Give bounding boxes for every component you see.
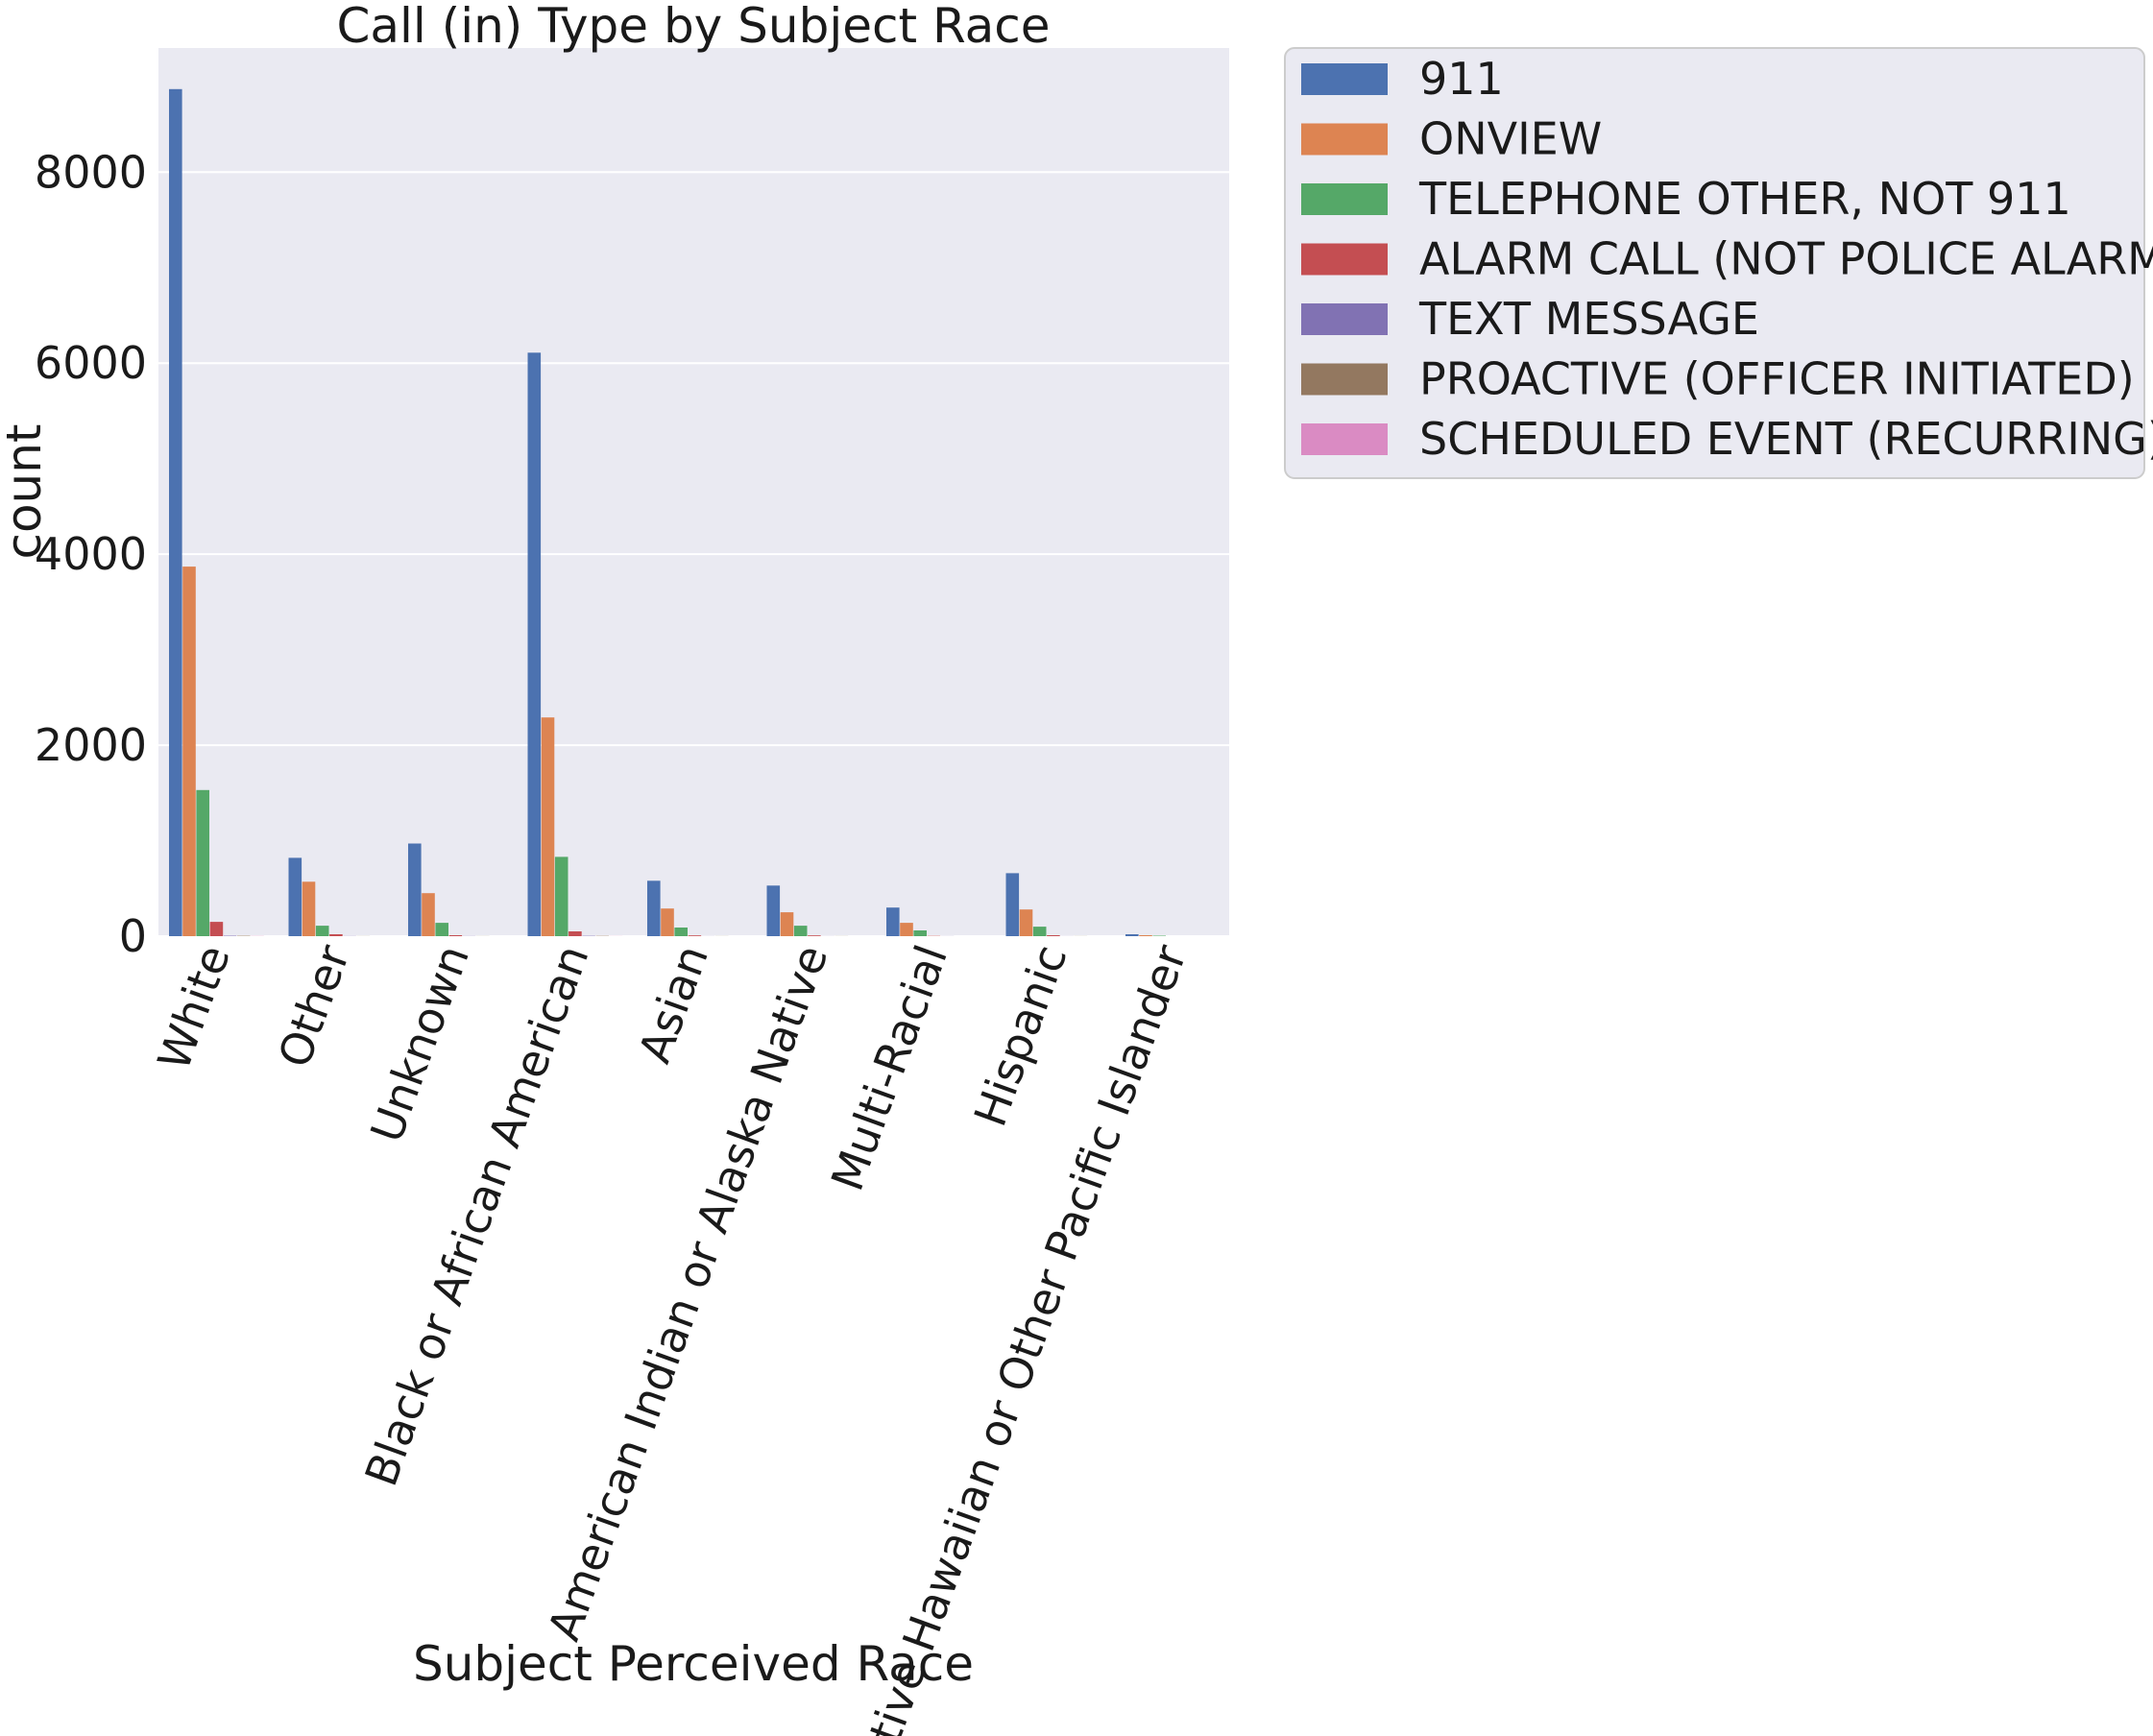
legend-label: SCHEDULED EVENT (RECURRING) xyxy=(1419,413,2153,465)
x-tick-label: Multi-Racial xyxy=(821,938,957,1197)
bar xyxy=(422,893,435,936)
bar xyxy=(288,857,302,936)
legend-label: 911 xyxy=(1419,53,1504,105)
y-tick-label: 0 xyxy=(119,910,147,962)
bar xyxy=(1047,935,1060,936)
x-tick-label: Hispanic xyxy=(964,938,1077,1133)
bar xyxy=(568,931,582,936)
bar xyxy=(780,912,794,936)
legend-swatch xyxy=(1301,123,1388,156)
bar xyxy=(554,856,568,936)
bar xyxy=(793,926,808,936)
bar xyxy=(329,934,343,936)
legend: 911 ONVIEW TELEPHONE OTHER, NOT 911 ALARM C… xyxy=(1284,47,2153,479)
bar xyxy=(1125,934,1139,936)
bar xyxy=(209,922,224,936)
x-tick-label: Other xyxy=(268,938,359,1073)
bar xyxy=(1139,935,1152,936)
bar xyxy=(688,935,702,936)
bar xyxy=(448,935,463,936)
bar xyxy=(169,88,182,937)
x-tick-label: American Indian or Alaska Native xyxy=(538,938,838,1647)
bar xyxy=(182,567,196,936)
bar xyxy=(302,881,316,936)
legend-swatch xyxy=(1301,363,1388,396)
y-tick-label: 4000 xyxy=(35,528,147,580)
legend-swatch xyxy=(1301,183,1388,215)
y-tick-label: 6000 xyxy=(35,337,147,389)
x-tick-label: Unknown xyxy=(360,938,479,1148)
bar xyxy=(808,935,821,936)
bar xyxy=(661,908,674,936)
x-tick-label: Asian xyxy=(628,938,718,1069)
y-tick-labels: 0 2000 4000 6000 8000 xyxy=(35,146,147,962)
legend-frame xyxy=(1284,47,2145,479)
bar xyxy=(674,928,688,936)
legend-swatch xyxy=(1301,303,1388,335)
legend-label: PROACTIVE (OFFICER INITIATED) xyxy=(1419,353,2135,405)
bar xyxy=(223,935,237,936)
bar xyxy=(1032,927,1047,936)
bar xyxy=(541,717,555,936)
bar xyxy=(900,923,913,936)
bar xyxy=(1005,873,1020,936)
bar xyxy=(315,926,329,936)
legend-label: ALARM CALL (NOT POLICE ALARM) xyxy=(1419,233,2153,285)
x-tick-label: White xyxy=(148,938,240,1076)
legend-swatch xyxy=(1301,63,1388,95)
bar xyxy=(527,352,542,936)
legend-label: ONVIEW xyxy=(1419,113,1602,165)
legend-label: TELEPHONE OTHER, NOT 911 xyxy=(1418,173,2071,225)
bar xyxy=(1019,909,1033,936)
y-tick-label: 2000 xyxy=(35,719,147,771)
bar xyxy=(196,789,209,936)
bars xyxy=(169,88,1166,937)
y-axis-label: count xyxy=(0,423,52,559)
chart-title: Call (in) Type by Subject Race xyxy=(336,0,1050,54)
legend-label: TEXT MESSAGE xyxy=(1418,293,1759,345)
bar xyxy=(886,907,900,936)
bar xyxy=(647,880,661,936)
x-tick-label: Black or African American xyxy=(354,938,598,1492)
bar xyxy=(766,885,781,936)
legend-swatch xyxy=(1301,243,1388,276)
bar xyxy=(435,923,448,936)
bar xyxy=(913,930,927,936)
plot-background xyxy=(158,48,1229,936)
bar xyxy=(408,843,422,936)
legend-swatch xyxy=(1301,423,1388,455)
x-axis-label: Subject Perceived Race xyxy=(413,1636,974,1692)
bar xyxy=(1152,935,1166,936)
y-tick-label: 8000 xyxy=(35,146,147,198)
